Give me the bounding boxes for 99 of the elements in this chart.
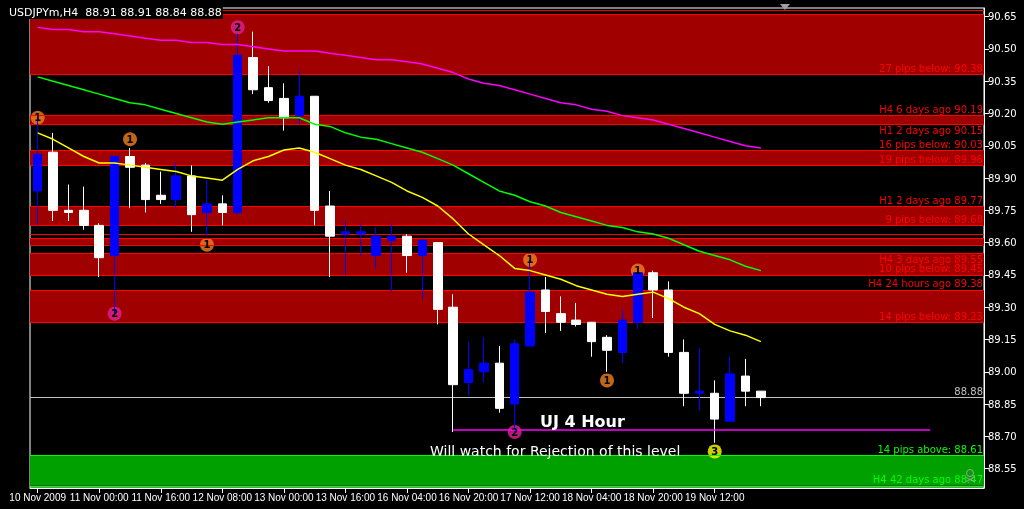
ref-line-label: 14 pips below: 89.23 (879, 310, 983, 322)
ref-line-label: H4 24 hours ago 89.38 (868, 278, 983, 290)
y-tick-label: 89.30 (988, 301, 1017, 313)
ref-line-label: 14 pips above: 88.61 (877, 444, 983, 456)
ref-line-label: H1 2 days ago 89.77 (879, 194, 983, 206)
y-tick-label: 89.45 (988, 269, 1017, 281)
y-tick-label: 90.50 (988, 43, 1017, 55)
candlestick (664, 280, 673, 358)
candlestick (248, 31, 258, 95)
y-tick-label: 90.65 (988, 11, 1017, 23)
ref-line-label: 19 pips below: 89.96 (879, 153, 983, 165)
candlestick (33, 119, 42, 226)
annotation: 1 (526, 254, 534, 266)
x-tick-label: 13 Nov 00:00 (254, 491, 315, 503)
candlestick (602, 334, 612, 373)
x-tick-label: 16 Nov 20:00 (438, 491, 499, 503)
candlestick (233, 33, 242, 216)
ref-line-label: 9 pips below: 89.68 (885, 213, 983, 225)
x-tick-label: 18 Nov 20:00 (623, 491, 684, 503)
candlestick (64, 184, 73, 222)
ref-line-label: 27 pips below: 90.38 (879, 63, 983, 75)
line-series (36, 132, 762, 343)
candlestick (433, 242, 443, 325)
x-tick-label: 13 Nov 16:00 (315, 491, 376, 503)
candlestick (295, 69, 304, 125)
candlestick (171, 162, 181, 209)
x-tick-label: 16 Nov 04:00 (377, 491, 438, 503)
y-tick-label: 89.60 (988, 237, 1017, 249)
candlestick (94, 222, 104, 278)
x-tick-label: 17 Nov 12:00 (500, 491, 561, 503)
candlestick (341, 220, 350, 276)
y-tick-label: 89.75 (988, 204, 1017, 216)
annotation: 1 (603, 374, 611, 386)
y-tick-label: 88.70 (988, 430, 1017, 442)
candlestick (587, 321, 596, 358)
x-tick-label: 10 Nov 2009 (9, 491, 67, 503)
candlestick (648, 270, 658, 319)
y-tick-label: 89.90 (988, 172, 1017, 184)
y-tick-label: 89.15 (988, 333, 1017, 345)
candlestick (464, 341, 473, 396)
candlestick (79, 186, 89, 231)
candlestick (679, 338, 689, 407)
y-tick-label: 88.55 (988, 463, 1017, 475)
y-tick-label: 90.35 (988, 75, 1017, 87)
candlestick (571, 302, 581, 328)
candlestick (110, 156, 119, 315)
candlestick (556, 295, 566, 332)
x-tick-label: 19 Nov 12:00 (684, 491, 745, 503)
candlestick (448, 293, 458, 433)
x-tick-label: 18 Nov 04:00 (561, 491, 622, 503)
candlestick (325, 190, 335, 278)
candlestick (695, 347, 704, 412)
line-series (36, 76, 762, 272)
y-tick-label: 88.85 (988, 398, 1017, 410)
y-tick-label: 89.00 (988, 366, 1017, 378)
candlestick (387, 222, 396, 293)
candlestick (187, 164, 196, 233)
ref-line-label: 10 pips below: 89.45 (879, 263, 983, 275)
annotation: 2 (234, 21, 242, 33)
ref-line-label: H4 3 days ago 89.55 (879, 253, 983, 265)
candlestick (125, 147, 135, 209)
candlestick (402, 233, 412, 274)
annotation: Will watch for Rejection of this level (430, 443, 681, 459)
candlestick (218, 194, 227, 226)
candlestick (710, 379, 719, 444)
candlestick (279, 82, 289, 132)
candlestick (141, 162, 150, 213)
annotation: UJ 4 Hour (540, 411, 625, 431)
candlestick (48, 132, 58, 222)
ref-line-label: H4 42 days ago 88.47 (872, 474, 983, 486)
y-tick-label: 90.20 (988, 107, 1017, 119)
x-tick-label: 11 Nov 00:00 (69, 491, 130, 503)
candlestick (264, 65, 273, 104)
chart-title: USDJPYm,H4 88.91 88.91 88.84 88.88 (9, 6, 222, 19)
candlestick (618, 308, 627, 364)
ref-line-label: 16 pips below: 90.03 (879, 138, 983, 150)
ref-line-label: H4 6 days ago 90.19 (879, 104, 983, 116)
candlestick (756, 390, 766, 407)
candlestick (356, 222, 366, 257)
candlestick (156, 171, 166, 205)
candlestick (741, 358, 750, 407)
annotation: 2 (111, 308, 119, 320)
candlestick (202, 179, 212, 237)
candlestick (725, 356, 735, 422)
candlestick (541, 276, 550, 334)
candlestick (418, 237, 427, 300)
x-tick-label: 12 Nov 08:00 (192, 491, 253, 503)
x-tick-label: 11 Nov 16:00 (131, 491, 191, 503)
annotation: 1 (34, 112, 42, 124)
y-tick-label: 90.05 (988, 140, 1017, 152)
ref-line-label: H1 2 days ago 90.15 (879, 124, 983, 136)
annotation: 1 (126, 133, 134, 145)
candlestick (479, 336, 489, 384)
annotation: 3 (711, 445, 719, 457)
candlestick (495, 345, 504, 414)
annotation: 1 (203, 239, 211, 251)
ref-line-label: 88.88 (954, 386, 983, 398)
candlestick (371, 227, 381, 269)
candlestick (310, 95, 319, 226)
